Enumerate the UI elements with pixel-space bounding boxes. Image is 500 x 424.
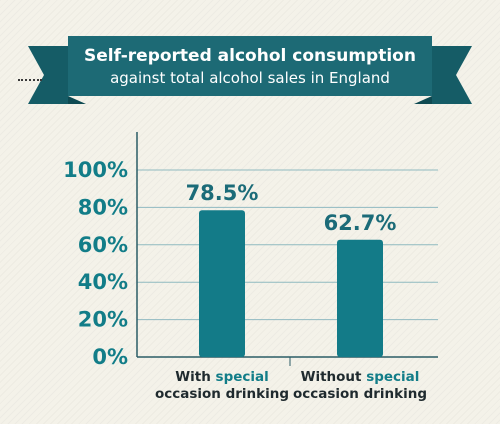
y-tick-label: 40% (78, 270, 128, 294)
y-tick-label: 60% (78, 233, 128, 257)
category-label-part: With (175, 369, 215, 385)
y-tick-label: 0% (92, 345, 128, 369)
category-label-part: special (216, 369, 269, 385)
data-label: 78.5% (186, 181, 259, 205)
category-label-part: occasion drinking (293, 386, 427, 402)
label-layer: 0%20%40%60%80%100%78.5%With special occas… (63, 158, 427, 402)
category-label-part: Without (301, 369, 367, 385)
banner-body (68, 36, 432, 96)
banner-left-fold (68, 96, 86, 104)
category-label: Without special occasion drinking (293, 369, 427, 402)
chart-subtitle: against total alcohol sales in England (110, 69, 390, 87)
data-label: 62.7% (324, 211, 397, 235)
bar (337, 239, 383, 357)
bar (199, 210, 245, 357)
bar-layer (199, 210, 383, 357)
banner-left-tail (28, 46, 68, 104)
y-tick-label: 20% (78, 308, 128, 332)
chart-title: Self-reported alcohol consumption (84, 46, 416, 66)
y-tick-label: 80% (78, 195, 128, 219)
category-label-part: special (366, 369, 419, 385)
banner-right-tail (432, 46, 472, 104)
grid-layer (136, 132, 438, 366)
dotted-rule (18, 79, 42, 81)
banner-right-fold (414, 96, 432, 104)
category-label-part: occasion drinking (155, 386, 289, 402)
title-banner: Self-reported alcohol consumption agains… (28, 36, 472, 104)
y-tick-label: 100% (63, 158, 128, 182)
category-label: With special occasion drinking (155, 369, 289, 402)
